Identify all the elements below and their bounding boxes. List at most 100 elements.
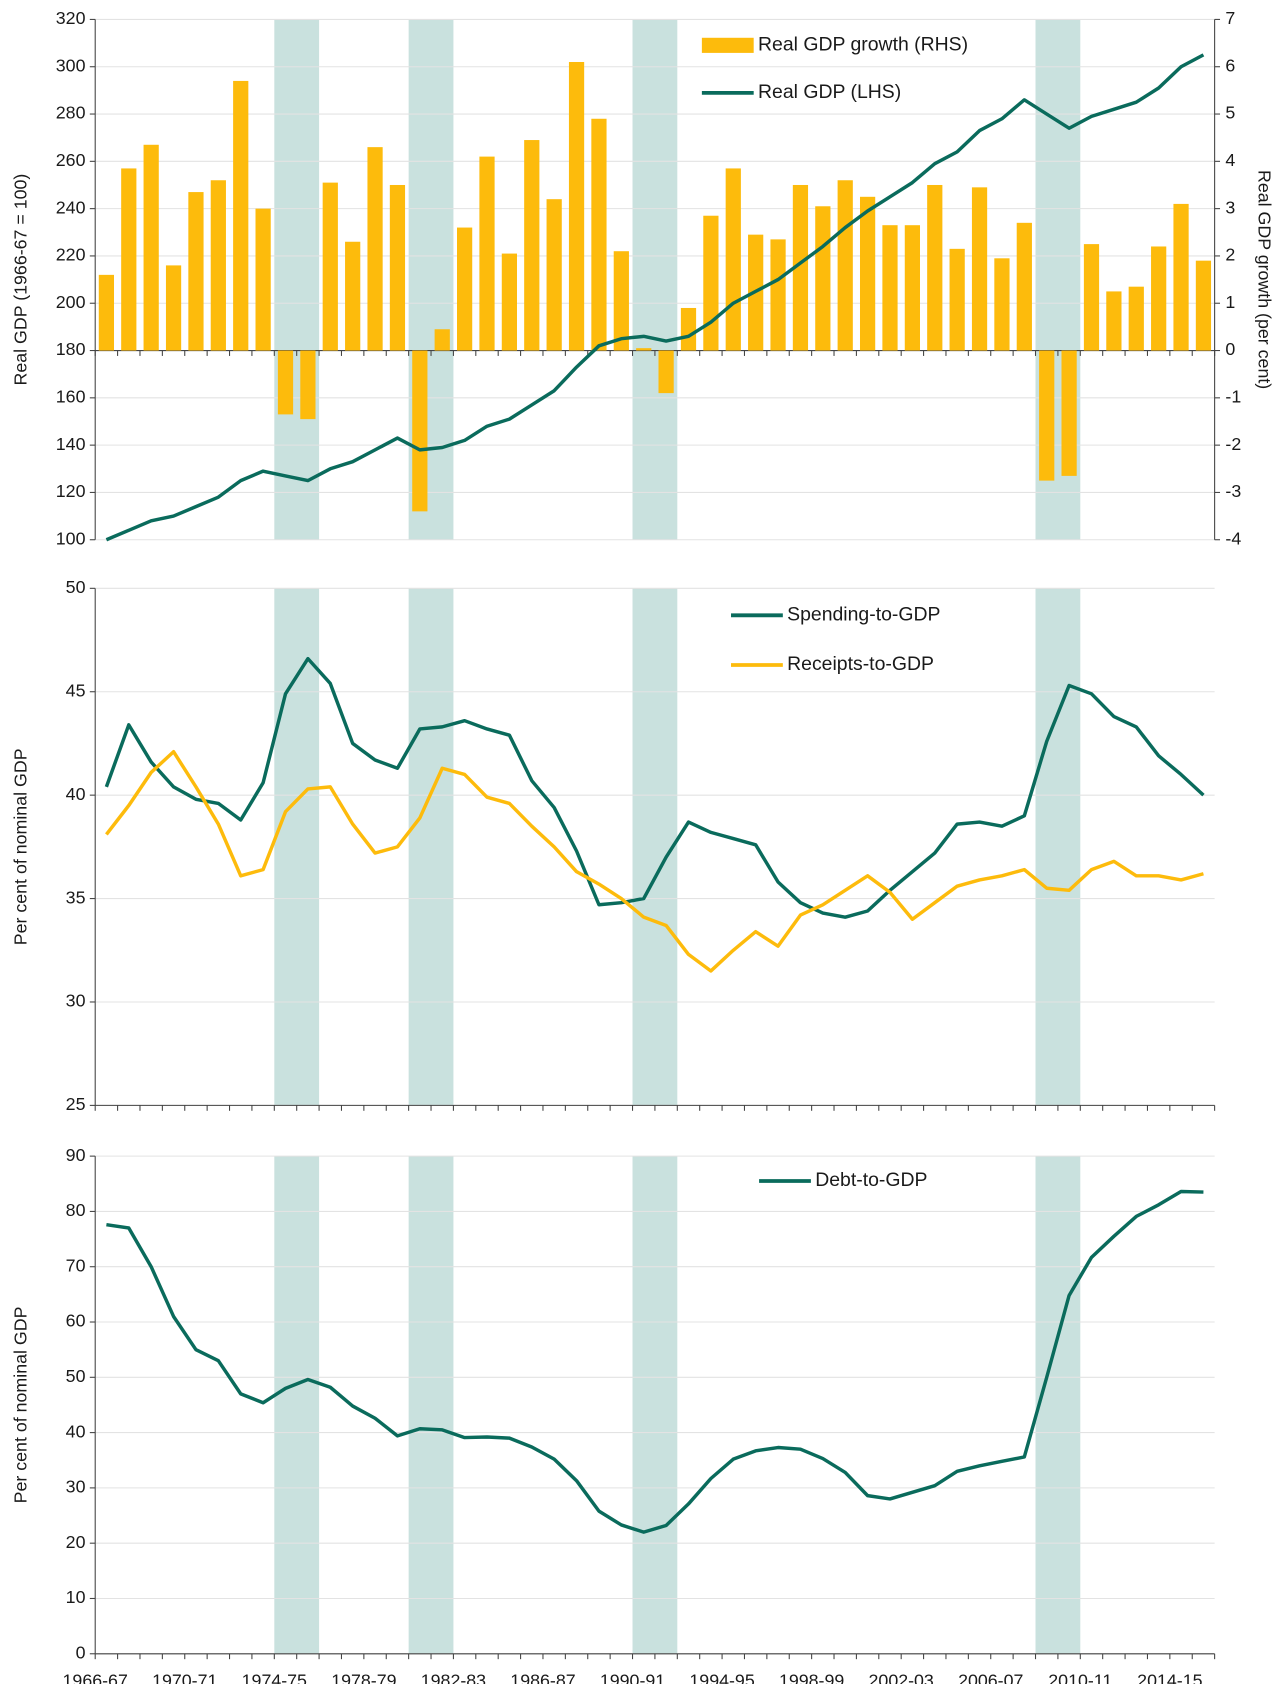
- recession-shading: [632, 19, 678, 540]
- legend-swatch: [701, 37, 754, 53]
- bar: [210, 180, 226, 351]
- line-series: [105, 749, 1204, 973]
- y-tick-label: 260: [56, 150, 86, 170]
- bar: [703, 215, 719, 351]
- bar: [1039, 350, 1055, 481]
- bar: [927, 184, 943, 351]
- recession-shading: [1035, 588, 1081, 1106]
- y-tick-label: 45: [66, 680, 86, 700]
- y2-tick-label: -1: [1225, 387, 1241, 407]
- y-tick-label: 80: [66, 1200, 86, 1220]
- y-axis-title: Per cent of nominal GDP: [10, 748, 30, 945]
- bar: [501, 253, 518, 351]
- recession-shading: [632, 588, 678, 1106]
- bar: [949, 248, 965, 351]
- bar: [725, 168, 741, 351]
- x-tick-label: 1982-83: [421, 1671, 486, 1684]
- y-tick-label: 40: [66, 1421, 86, 1441]
- y2-tick-label: 7: [1225, 8, 1235, 28]
- y2-tick-label: -4: [1225, 528, 1241, 548]
- bar: [1195, 260, 1212, 351]
- y-tick-label: 140: [56, 434, 86, 454]
- y-tick-label: 100: [56, 528, 86, 548]
- bar: [546, 199, 562, 351]
- bar: [277, 350, 294, 415]
- bar: [859, 196, 876, 351]
- x-tick-label: 1966-67: [63, 1671, 128, 1684]
- recession-shading: [408, 1156, 454, 1654]
- bar: [1061, 350, 1077, 476]
- y-tick-label: 160: [56, 387, 86, 407]
- recession-shading: [274, 19, 320, 540]
- x-tick-label: 1970-71: [152, 1671, 217, 1684]
- y-tick-label: 320: [56, 8, 86, 28]
- bar: [613, 251, 629, 351]
- x-tick-label: 1990-91: [600, 1671, 665, 1684]
- bar: [1128, 286, 1144, 351]
- recession-shading: [408, 588, 454, 1106]
- bar: [367, 147, 383, 351]
- bar: [1083, 244, 1100, 351]
- y-tick-label: 280: [56, 103, 86, 123]
- bar: [1016, 222, 1032, 351]
- bar: [233, 80, 249, 351]
- y2-tick-label: 1: [1225, 292, 1235, 312]
- y-tick-label: 60: [66, 1311, 86, 1331]
- y-tick-label: 70: [66, 1255, 86, 1275]
- y-tick-label: 10: [66, 1587, 86, 1607]
- y-tick-label: 0: [76, 1642, 86, 1662]
- bar: [591, 118, 607, 351]
- x-tick-label: 2006-07: [958, 1671, 1023, 1684]
- bar: [770, 239, 786, 351]
- bar: [882, 225, 898, 351]
- y-tick-label: 240: [56, 197, 86, 217]
- x-tick-label: 2010-11: [1048, 1671, 1112, 1684]
- legend-label: Debt-to-GDP: [815, 1169, 927, 1191]
- y-axis-title: Per cent of nominal GDP: [10, 1307, 30, 1504]
- bar: [165, 265, 182, 351]
- y-tick-label: 300: [56, 55, 86, 75]
- bar: [389, 184, 406, 351]
- y-tick-label: 50: [66, 1366, 86, 1386]
- bar: [1173, 203, 1189, 351]
- y2-tick-label: 4: [1225, 150, 1235, 170]
- recession-shading: [274, 1156, 320, 1654]
- y-tick-label: 90: [66, 1145, 86, 1165]
- bar: [434, 329, 450, 351]
- bar: [456, 227, 473, 351]
- y-tick-label: 30: [66, 991, 86, 1011]
- y2-tick-label: 3: [1225, 197, 1235, 217]
- line-series: [106, 1189, 1204, 1534]
- legend-label: Real GDP (LHS): [758, 81, 901, 103]
- line-series: [104, 656, 1205, 919]
- bar: [1106, 291, 1122, 351]
- x-tick-label: 1978-79: [331, 1671, 396, 1684]
- y-tick-label: 35: [66, 887, 86, 907]
- y2-tick-label: 6: [1225, 55, 1235, 75]
- bar: [658, 350, 674, 394]
- y2-axis-title: Real GDP growth (per cent): [1255, 170, 1275, 389]
- bar: [1151, 246, 1167, 351]
- y-tick-label: 220: [56, 245, 86, 265]
- legend-label: Real GDP growth (RHS): [758, 33, 968, 55]
- y-tick-label: 20: [66, 1532, 86, 1552]
- y-tick-label: 200: [56, 292, 86, 312]
- y2-tick-label: -2: [1225, 434, 1241, 454]
- bar: [345, 241, 361, 351]
- y2-tick-label: 5: [1225, 103, 1235, 123]
- bar: [837, 180, 853, 351]
- y-tick-label: 180: [56, 339, 86, 359]
- bar: [479, 156, 495, 351]
- bar: [121, 168, 137, 351]
- bar: [322, 182, 338, 351]
- bar: [792, 184, 809, 351]
- bar: [255, 208, 271, 351]
- y-axis-title: Real GDP (1966-67 = 100): [10, 174, 30, 386]
- bar: [524, 140, 540, 351]
- bar: [636, 348, 652, 351]
- bar: [904, 225, 920, 351]
- bar: [300, 350, 316, 420]
- x-tick-label: 1994-95: [689, 1671, 754, 1684]
